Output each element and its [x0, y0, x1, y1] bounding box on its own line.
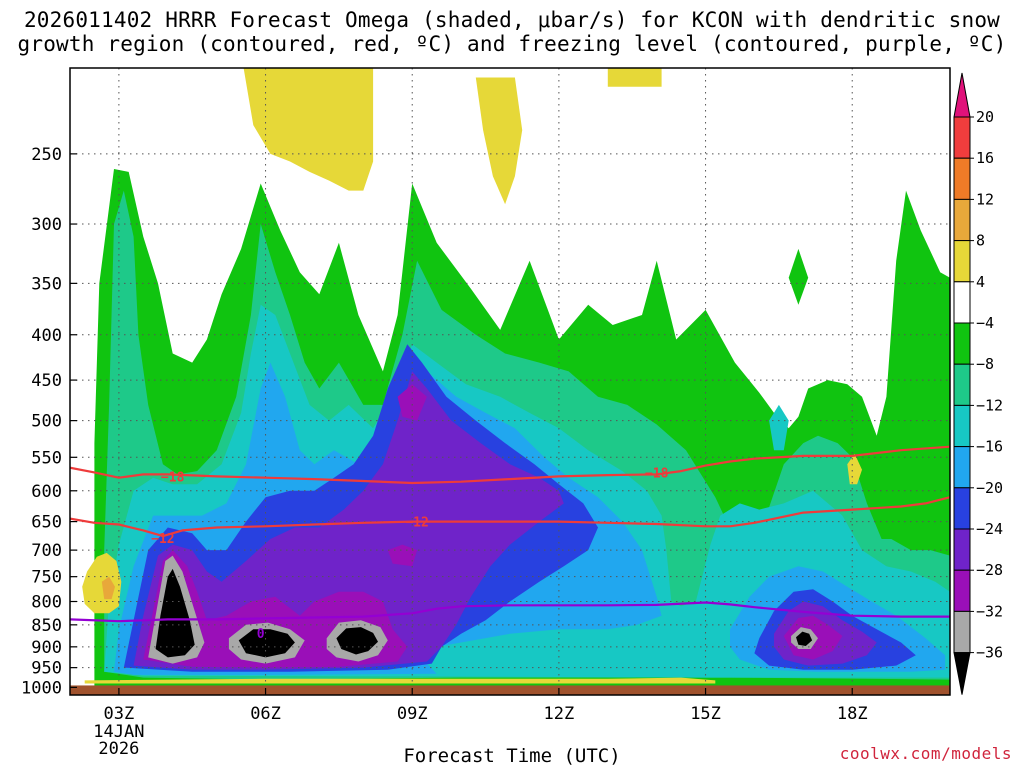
omega-region-36-neg-20 [238, 629, 295, 658]
colorbar-bin-7 [953, 363, 971, 406]
x-tick-label-09Z: 09Z [397, 704, 428, 724]
y-tick-label-400: 400 [31, 326, 62, 346]
freezing-level-label-0: 0 [257, 627, 265, 642]
colorbar-label-9: −20 [976, 479, 1003, 497]
colorbar-label-12: −32 [976, 602, 1003, 620]
omega-region-pos-4-2 [607, 68, 662, 87]
y-tick-label-600: 600 [31, 482, 62, 502]
colorbar-bin-bottom-triangle [953, 652, 971, 695]
omega-region-24-neg-9 [133, 371, 564, 670]
y-tick-label-450: 450 [31, 371, 62, 391]
chart-title-line-1: 2026011402 HRRR Forecast Omega (shaded, … [23, 8, 1001, 32]
colorbar-label-2: 12 [976, 190, 994, 208]
y-tick-label-1000: 1000 [21, 678, 62, 698]
omega-region-pos-4-6 [847, 453, 862, 485]
isotherm-12-line [70, 496, 950, 538]
freezing-level-line [70, 601, 950, 623]
chart-title: 2026011402 HRRR Forecast Omega (shaded, … [0, 8, 1024, 56]
colorbar: 20 16 12 8 4 −4 −8 −12 −16 −20 −24 −28 −32 −36 [953, 72, 1003, 695]
y-tick-label-300: 300 [31, 215, 62, 235]
omega-region-pos-4-1 [475, 77, 523, 205]
omega-region-pos-4-0 [243, 68, 374, 191]
isotherm-12-label-1: −12 [405, 516, 428, 531]
x-tick-label-15Z: 15Z [690, 704, 721, 724]
omega-region-4-neg-1 [788, 248, 809, 305]
omega-region-pos-4-5 [84, 677, 716, 684]
colorbar-label-3: 8 [976, 232, 985, 250]
chart-title-line-2: growth region (contoured, red, ºC) and f… [17, 32, 1007, 56]
x-axis-label: Forecast Time (UTC) [403, 745, 621, 767]
colorbar-label-5: −4 [976, 314, 994, 332]
colorbar-bin-3 [953, 198, 971, 242]
x-tick-label-06Z: 06Z [250, 704, 281, 724]
y-tick-label-650: 650 [31, 513, 62, 533]
colorbar-bin-12 [953, 569, 971, 612]
colorbar-label-7: −12 [976, 396, 1003, 414]
omega-shading [82, 68, 950, 688]
omega-region-pos-8-4 [101, 576, 115, 600]
y-tick-label-250: 250 [31, 145, 62, 165]
omega-region-36-neg-19 [155, 568, 195, 658]
colorbar-label-8: −16 [976, 438, 1003, 456]
colorbar-bin-6 [953, 322, 971, 365]
colorbar-bin-13 [953, 610, 971, 654]
isotherm-18-label-0: −18 [161, 470, 185, 485]
y-tick-label-900: 900 [31, 638, 62, 658]
y-tick-label-700: 700 [31, 541, 62, 561]
colorbar-label-11: −28 [976, 561, 1003, 579]
y-axis: 2503003504004505005506006507007508008509… [21, 145, 77, 698]
colorbar-bin-11 [953, 528, 971, 571]
colorbar-bin-2 [953, 157, 971, 200]
y-tick-label-850: 850 [31, 616, 62, 636]
source-credit: coolwx.com/models [839, 744, 1012, 763]
colorbar-label-10: −24 [976, 520, 1003, 538]
colorbar-bin-9 [953, 446, 971, 489]
x-tick-sublabel-0: 14JAN [93, 722, 144, 742]
colorbar-label-4: 4 [976, 273, 985, 291]
y-tick-label-950: 950 [31, 659, 62, 679]
y-tick-label-800: 800 [31, 593, 62, 613]
x-tick-sublabel-1: 2026 [98, 739, 139, 759]
omega-region-12-neg-4 [769, 404, 789, 451]
plot-frame [69, 67, 951, 696]
x-tick-label-18Z: 18Z [837, 704, 868, 724]
temperature-contours: −18 −18 −12 −12 0 [70, 445, 950, 642]
colorbar-bin-10 [953, 487, 971, 530]
isotherm-18-label-1: −18 [645, 466, 669, 481]
ground-layer [70, 685, 950, 695]
omega-region-36-neg-22 [796, 631, 813, 646]
x-tick-label-12Z: 12Z [544, 704, 575, 724]
y-tick-label-750: 750 [31, 568, 62, 588]
colorbar-bin-8 [953, 404, 971, 448]
y-tick-label-550: 550 [31, 448, 62, 468]
colorbar-label-0: 20 [976, 108, 994, 126]
ground-surface [70, 685, 950, 695]
isotherm-12-label-0: −12 [151, 532, 174, 547]
colorbar-bin-5 [953, 281, 971, 324]
x-tick-label-03Z: 03Z [104, 704, 135, 724]
colorbar-bin-top-triangle [953, 72, 971, 118]
y-tick-label-500: 500 [31, 412, 62, 432]
omega-region-28-neg-13 [397, 384, 427, 421]
colorbar-bin-1 [953, 116, 971, 159]
omega-region-36-neg-21 [336, 627, 378, 655]
colorbar-bin-4 [953, 240, 971, 283]
colorbar-label-1: 16 [976, 149, 994, 167]
isotherm-18-line [70, 445, 950, 485]
y-tick-label-350: 350 [31, 274, 62, 294]
colorbar-label-6: −8 [976, 355, 994, 373]
colorbar-label-13: −36 [976, 644, 1003, 662]
